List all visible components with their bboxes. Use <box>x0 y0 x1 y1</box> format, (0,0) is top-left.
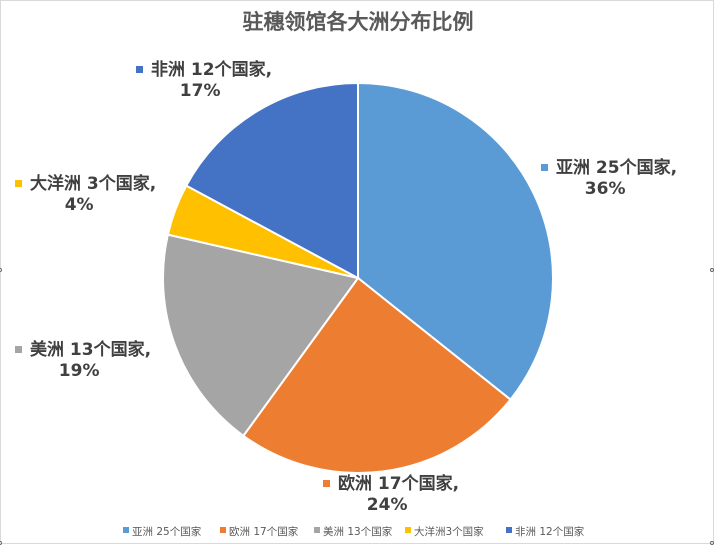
chart-title: 驻穗领馆各大洲分布比例 <box>243 9 474 34</box>
data-label-percent: 4% <box>65 195 94 215</box>
legend-label: 美洲 13个国家 <box>323 525 393 538</box>
legend-item-5[interactable]: 非洲 12个国家 <box>506 525 585 538</box>
pie-slices <box>162 81 554 474</box>
legend-swatch <box>123 527 129 533</box>
data-label-marker <box>15 346 22 353</box>
legend-swatch <box>220 527 226 533</box>
resize-handle-bottom-left[interactable] <box>0 541 2 545</box>
data-label-4: 大洋洲 3个国家,4% <box>15 173 156 215</box>
resize-handle-left[interactable] <box>0 268 2 272</box>
data-labels: 亚洲 25个国家,36% 欧洲 17个国家,24% 美洲 13个国家,19% 大洋洲 … <box>15 59 677 515</box>
pie-slice-3[interactable] <box>162 233 360 438</box>
data-label-marker <box>541 164 548 171</box>
data-label-percent: 24% <box>367 495 408 515</box>
legend-label: 非洲 12个国家 <box>515 525 585 538</box>
data-label-name: 亚洲 25个国家, <box>556 157 677 178</box>
data-label-5: 非洲 12个国家,17% <box>136 59 272 101</box>
data-label-3: 美洲 13个国家,19% <box>15 339 151 381</box>
pie-slice-2[interactable] <box>241 276 512 474</box>
data-label-percent: 36% <box>585 179 626 199</box>
legend-label: 亚洲 25个国家 <box>132 525 202 538</box>
legend-item-2[interactable]: 欧洲 17个国家 <box>220 525 299 538</box>
data-label-2: 欧洲 17个国家,24% <box>323 473 459 515</box>
data-label-name: 美洲 13个国家, <box>30 339 151 360</box>
resize-handle-right[interactable] <box>710 268 714 272</box>
data-label-name: 欧洲 17个国家, <box>338 473 459 494</box>
data-label-name: 大洋洲 3个国家, <box>30 173 156 194</box>
legend-item-3[interactable]: 美洲 13个国家 <box>314 525 393 538</box>
data-label-percent: 17% <box>180 81 221 101</box>
legend-swatch <box>506 527 512 533</box>
data-label-marker <box>323 480 330 487</box>
legend-label: 欧洲 17个国家 <box>229 525 299 538</box>
data-label-marker <box>15 180 22 187</box>
legend-item-4[interactable]: 大洋洲3个国家 <box>405 525 484 538</box>
pie-slice-1[interactable] <box>357 81 554 401</box>
data-label-1: 亚洲 25个国家,36% <box>541 157 677 199</box>
legend[interactable]: 亚洲 25个国家 欧洲 17个国家 美洲 13个国家 大洋洲3个国家 非洲 12个国家 <box>123 525 585 538</box>
data-label-marker <box>136 66 143 73</box>
resize-handle-bottom-right[interactable] <box>710 541 714 545</box>
legend-swatch <box>314 527 320 533</box>
legend-item-1[interactable]: 亚洲 25个国家 <box>123 525 202 538</box>
pie-slice-5[interactable] <box>184 81 359 280</box>
data-label-percent: 19% <box>59 361 100 381</box>
legend-swatch <box>405 527 411 533</box>
legend-label: 大洋洲3个国家 <box>414 525 484 538</box>
data-label-name: 非洲 12个国家, <box>151 59 272 80</box>
